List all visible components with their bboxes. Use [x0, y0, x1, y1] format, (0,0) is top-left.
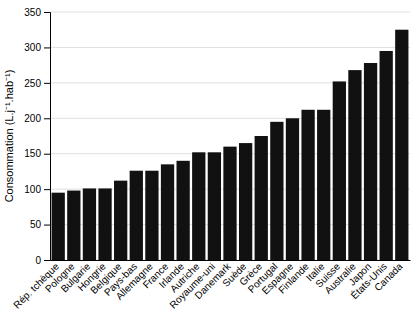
- tick-mark: [44, 47, 50, 48]
- tick: 100: [24, 184, 50, 195]
- tick: Canada: [372, 260, 405, 293]
- tick-label: 100: [24, 184, 41, 195]
- chart: Rép. tchèquePologneBulgarieHongrieBelgiq…: [0, 0, 420, 334]
- tick-label: Canada: [372, 260, 405, 293]
- bar: [52, 193, 65, 260]
- tick: 300: [24, 42, 50, 53]
- bar: [380, 51, 393, 260]
- bar: [114, 181, 127, 260]
- bar: [301, 110, 314, 260]
- bar: [192, 152, 205, 260]
- bar: [83, 188, 96, 260]
- bar: [333, 81, 346, 260]
- x-axis: Rép. tchèquePologneBulgarieHongrieBelgiq…: [11, 260, 410, 311]
- tick: 0: [35, 255, 50, 266]
- y-axis: 0 50 100 150 200 250 300 350: [24, 7, 50, 266]
- bar: [317, 110, 330, 260]
- tick: 350: [24, 7, 50, 18]
- tick-label: 50: [30, 219, 42, 230]
- bar: [145, 171, 158, 260]
- bar: [130, 171, 143, 260]
- bar: [395, 30, 408, 260]
- grid-line: [50, 47, 410, 48]
- tick-mark: [44, 225, 50, 226]
- bar: [208, 152, 221, 260]
- tick-mark: [44, 83, 50, 84]
- tick-label: 0: [35, 255, 41, 266]
- tick-label: 200: [24, 113, 41, 124]
- bar: [239, 143, 252, 260]
- bar: [286, 118, 299, 260]
- tick: 250: [24, 78, 50, 89]
- tick-mark: [44, 12, 50, 13]
- bar: [98, 188, 111, 260]
- bar: [161, 164, 174, 260]
- bar: [270, 122, 283, 260]
- bar: [223, 147, 236, 260]
- axis-line: [51, 260, 411, 261]
- tick-label: 300: [24, 42, 41, 53]
- bar: [255, 136, 268, 260]
- bar: [364, 63, 377, 260]
- bar: [67, 191, 80, 260]
- tick: 150: [24, 148, 50, 159]
- tick: 50: [30, 219, 50, 230]
- tick-mark: [44, 154, 50, 155]
- axis-line: [44, 13, 51, 261]
- y-axis-title: Consommation (L.j⁻¹.hab⁻¹): [3, 70, 15, 203]
- tick-mark: [44, 118, 50, 119]
- grid: [50, 12, 410, 260]
- bar: [348, 70, 361, 260]
- plot-area: [52, 30, 409, 260]
- tick-label: 150: [24, 148, 41, 159]
- tick-label: 250: [24, 78, 41, 89]
- tick: 200: [24, 113, 50, 124]
- bar: [177, 161, 190, 260]
- tick-label: 350: [24, 7, 41, 18]
- tick-mark: [44, 189, 50, 190]
- grid-line: [50, 12, 410, 13]
- tick-mark: [44, 260, 50, 261]
